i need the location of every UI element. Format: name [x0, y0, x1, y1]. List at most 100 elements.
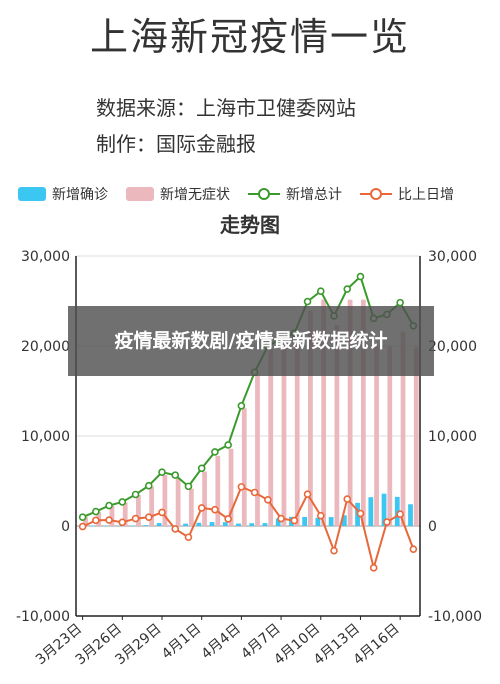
series-dod-point: [277, 514, 285, 523]
y-tick-label-right: 30,000: [428, 249, 477, 265]
bar-confirmed: [275, 518, 281, 526]
y-tick-label-left: 10,000: [21, 429, 70, 445]
bar-asymptomatic: [255, 375, 260, 526]
series-dod-point: [131, 514, 140, 523]
bar-confirmed: [262, 523, 268, 526]
bar-asymptomatic: [281, 346, 287, 526]
series-dod-point: [264, 496, 272, 504]
bar-confirmed: [341, 515, 347, 526]
bar-asymptomatic: [188, 488, 194, 526]
bar-confirmed: [249, 523, 255, 526]
legend-label-dod: 比上日增: [398, 187, 454, 203]
series-dod-point: [330, 546, 338, 555]
bar-confirmed: [143, 525, 149, 526]
bar-asymptomatic: [109, 505, 115, 526]
bar-asymptomatic: [387, 346, 393, 526]
bar-asymptomatic: [334, 324, 340, 526]
series-dod-point: [197, 504, 206, 512]
series-dod-point: [290, 516, 299, 525]
series-total-point: [197, 464, 206, 473]
bar-asymptomatic: [308, 310, 313, 526]
bar-confirmed: [394, 496, 400, 526]
page-title: 上海新冠疫情一览: [89, 15, 410, 59]
bar-confirmed: [302, 516, 308, 526]
series-total-point: [118, 498, 127, 506]
bar-asymptomatic: [413, 347, 419, 526]
y-tick-label-left: 20,000: [21, 339, 70, 355]
bar-confirmed: [328, 517, 334, 526]
series-dod-point: [224, 515, 232, 523]
series-total-point: [144, 481, 153, 490]
bar-confirmed: [408, 504, 413, 526]
bar-asymptomatic: [122, 502, 128, 526]
legend-item-confirmed[interactable]: 新增确诊: [18, 184, 108, 204]
series-total-point: [171, 471, 180, 479]
series-total-point: [303, 297, 312, 306]
legend-label-confirmed: 新增确诊: [52, 187, 108, 203]
series-total-point: [105, 501, 113, 510]
series-dod-point: [237, 483, 246, 491]
bar-asymptomatic: [347, 299, 353, 526]
y-tick-label-left: -10,000: [16, 609, 70, 625]
bar-confirmed: [196, 522, 202, 526]
series-total-point: [158, 468, 166, 476]
bar-asymptomatic: [241, 408, 247, 526]
bar-confirmed: [368, 497, 374, 526]
y-tick-label-right: -10,000: [428, 609, 482, 625]
legend-label-total: 新增总计: [286, 187, 342, 203]
bar-confirmed: [183, 523, 188, 526]
series-dod-point: [303, 490, 312, 499]
bar-confirmed: [103, 525, 109, 527]
bar-confirmed: [117, 525, 122, 527]
chart-legend: 新增确诊 新增无症状 新增总计 比上日增: [18, 184, 488, 204]
series-dod-point: [92, 516, 100, 525]
series-dod-point: [369, 564, 378, 572]
bar-confirmed: [381, 493, 387, 526]
series-dod-point: [78, 522, 87, 531]
bar-asymptomatic: [321, 299, 327, 526]
series-total-point: [237, 402, 246, 410]
legend-label-asymptomatic: 新增无症状: [160, 187, 230, 203]
bar-asymptomatic: [374, 347, 379, 526]
legend-item-dod[interactable]: 比上日增: [360, 184, 454, 204]
bar-asymptomatic: [149, 486, 155, 526]
bar-confirmed: [90, 525, 96, 527]
series-total-point: [224, 441, 232, 449]
bar-confirmed: [236, 523, 241, 526]
legend-swatch-asymptomatic: [126, 187, 154, 201]
series-total-point: [78, 513, 87, 521]
series-dod-point: [158, 508, 166, 517]
x-tick-label: 4月4日: [199, 621, 244, 663]
legend-swatch-total: [248, 188, 280, 200]
series-total-point: [184, 482, 193, 491]
series-dod-point: [118, 518, 127, 527]
series-total-point: [131, 490, 140, 499]
legend-item-asymptomatic[interactable]: 新增无症状: [126, 184, 230, 204]
legend-swatch-dod: [360, 188, 392, 200]
bar-confirmed: [209, 522, 215, 526]
y-tick-label-right: 20,000: [428, 339, 477, 355]
maker-text: 制作：国际金融报: [96, 132, 256, 156]
y-tick-label-right: 0: [428, 519, 437, 535]
series-dod-point: [105, 516, 113, 524]
series-dod-point: [396, 510, 404, 519]
series-dod-point: [250, 488, 259, 497]
series-total-point: [396, 298, 404, 307]
series-total-point: [356, 272, 365, 281]
bar-asymptomatic: [175, 478, 181, 526]
legend-item-total[interactable]: 新增总计: [248, 184, 342, 204]
series-dod-point: [343, 495, 352, 503]
bar-asymptomatic: [294, 342, 300, 526]
legend-swatch-confirmed: [18, 187, 46, 201]
series-dod-point: [356, 509, 365, 518]
bar-confirmed: [315, 517, 321, 526]
bar-asymptomatic: [162, 475, 168, 526]
series-dod-point: [211, 505, 219, 514]
bar-asymptomatic: [202, 471, 207, 526]
series-dod-point: [409, 545, 418, 553]
series-dod-point: [144, 513, 153, 522]
bar-asymptomatic: [400, 331, 406, 526]
series-dod-point: [184, 533, 193, 542]
series-dod-point: [171, 525, 180, 533]
series-dod-point: [383, 518, 391, 526]
